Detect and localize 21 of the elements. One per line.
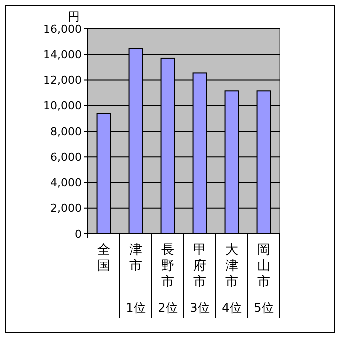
x-tick-label: 津市 xyxy=(130,243,142,274)
y-tick-label: 6,000 xyxy=(50,150,82,164)
x-tick-label: 大津市 xyxy=(226,243,238,290)
x-tick-label: 全国 xyxy=(98,243,110,274)
y-tick-label: 10,000 xyxy=(44,100,82,113)
x-tick-label: 長野市 xyxy=(162,243,174,290)
text: 4位 xyxy=(222,301,242,315)
y-tick-label: 2,000 xyxy=(50,202,82,216)
text: 5位 xyxy=(254,301,274,315)
y-tick-label: 8,000 xyxy=(50,125,82,138)
text: 1位 xyxy=(126,301,146,315)
text: 2位 xyxy=(158,301,178,315)
y-axis-title: 円 xyxy=(68,10,80,24)
x-tick-label: 岡山市 xyxy=(258,243,270,290)
y-tick-label: 14,000 xyxy=(44,48,82,62)
text: 3位 xyxy=(190,301,210,315)
y-tick-label: 16,000 xyxy=(44,22,82,36)
x-tick-label: 甲府市 xyxy=(194,243,206,290)
y-tick-label: 0 xyxy=(75,228,82,241)
y-tick-label: 4,000 xyxy=(50,176,82,190)
y-tick-label: 12,000 xyxy=(44,74,82,88)
